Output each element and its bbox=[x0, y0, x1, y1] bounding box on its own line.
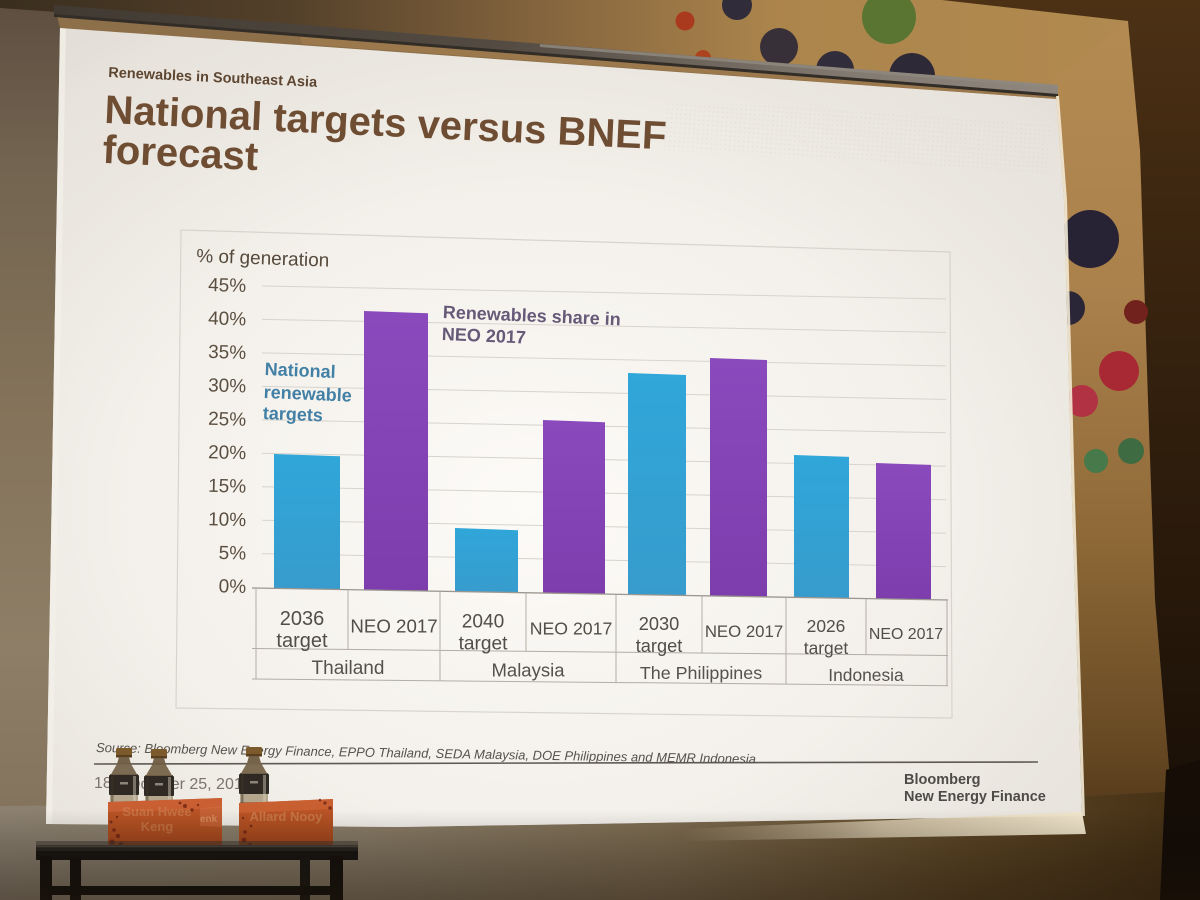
svg-text:NEO 2017: NEO 2017 bbox=[705, 622, 783, 641]
svg-text:forecast: forecast bbox=[102, 128, 260, 179]
svg-text:Malaysia: Malaysia bbox=[492, 659, 566, 680]
svg-text:% of generation: % of generation bbox=[196, 246, 330, 272]
svg-text:10%: 10% bbox=[208, 509, 247, 531]
svg-text:20%: 20% bbox=[208, 442, 247, 464]
svg-text:NEO 2017: NEO 2017 bbox=[441, 324, 526, 348]
svg-text:Thailand: Thailand bbox=[312, 658, 385, 679]
svg-text:Bloomberg: Bloomberg bbox=[904, 772, 981, 788]
svg-text:5%: 5% bbox=[218, 543, 246, 565]
svg-text:target: target bbox=[804, 638, 849, 658]
svg-text:target: target bbox=[276, 630, 328, 652]
svg-text:targets: targets bbox=[262, 403, 323, 425]
svg-text:35%: 35% bbox=[208, 342, 247, 364]
svg-text:Indonesia: Indonesia bbox=[828, 665, 904, 685]
svg-text:2026: 2026 bbox=[807, 616, 846, 636]
svg-text:National: National bbox=[264, 359, 336, 382]
svg-text:2030: 2030 bbox=[639, 614, 679, 634]
svg-text:18: 18 bbox=[94, 775, 112, 792]
svg-text:The Philippines: The Philippines bbox=[640, 663, 762, 683]
svg-text:40%: 40% bbox=[208, 308, 247, 330]
svg-text:30%: 30% bbox=[208, 375, 247, 397]
svg-text:renewable: renewable bbox=[263, 382, 352, 406]
svg-text:0%: 0% bbox=[218, 576, 246, 598]
svg-text:NEO 2017: NEO 2017 bbox=[530, 619, 613, 639]
svg-text:15%: 15% bbox=[208, 476, 247, 498]
svg-text:New Energy Finance: New Energy Finance bbox=[904, 789, 1046, 805]
svg-text:25%: 25% bbox=[208, 409, 247, 431]
svg-text:NEO 2017: NEO 2017 bbox=[350, 615, 437, 636]
svg-text:2036: 2036 bbox=[280, 608, 325, 630]
svg-text:45%: 45% bbox=[208, 275, 247, 297]
svg-text:target: target bbox=[636, 636, 683, 656]
svg-text:NEO 2017: NEO 2017 bbox=[869, 626, 943, 643]
svg-text:2040: 2040 bbox=[462, 612, 504, 633]
svg-text:target: target bbox=[459, 634, 509, 655]
